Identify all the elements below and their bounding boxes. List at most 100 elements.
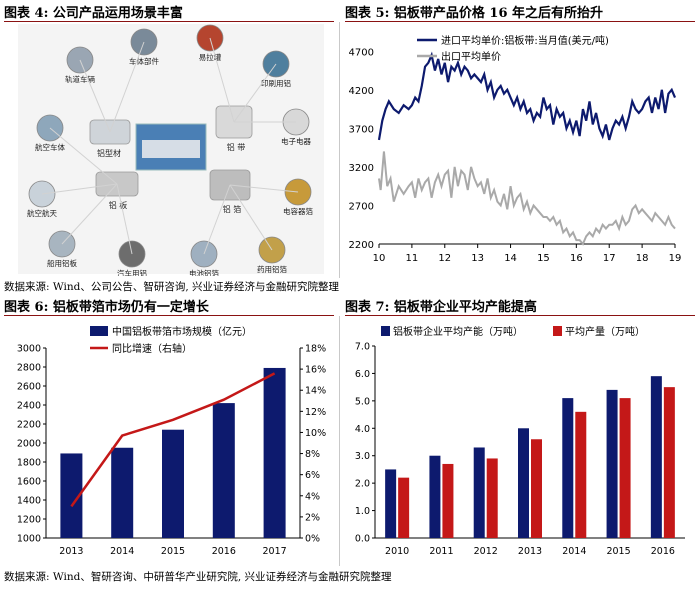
fig4-node-5-label: 航空车体 bbox=[35, 142, 65, 152]
fig4-hub-0-label: 铝型材 bbox=[97, 148, 121, 158]
fig5-y-tick-label: 2700 bbox=[349, 201, 374, 212]
fig5-x-tick-label: 16 bbox=[570, 253, 583, 264]
fig4-node-6-label: 航空航天 bbox=[27, 208, 57, 218]
fig6-y-tick-label: 2800 bbox=[17, 363, 41, 374]
fig4-node-10-label: 电池铝箔 bbox=[189, 268, 219, 276]
fig4-link-1 bbox=[79, 59, 111, 133]
fig5-chart: 2200 2700 3200 3700 4200 4700 10 11 12 13 14 15 16 17… bbox=[345, 24, 695, 276]
fig6-bar bbox=[162, 429, 184, 538]
fig6-y2-tick-label: 2% bbox=[305, 512, 320, 523]
fig7-y-tick-label: 1.0 bbox=[355, 506, 370, 517]
fig7-bar-series-0 bbox=[562, 398, 574, 538]
fig4-link-6 bbox=[41, 183, 118, 195]
fig6-y2-tick-label: 4% bbox=[305, 491, 320, 502]
fig7-y-tick-label: 5.0 bbox=[355, 396, 370, 407]
fig7-y-tick-label: 4.0 bbox=[355, 424, 370, 435]
fig7-bar-series-1 bbox=[663, 387, 675, 538]
fig4-title: 图表 4: 公司产品运用场景丰富 bbox=[4, 6, 183, 21]
fig5-x-tick-label: 10 bbox=[373, 253, 386, 264]
fig4-node-2-label: 印刷用铝 bbox=[261, 78, 291, 88]
fig6-y-tick-label: 1600 bbox=[17, 477, 41, 488]
fig7-bar-series-1 bbox=[619, 398, 631, 538]
fig7-bar-series-1 bbox=[486, 458, 498, 538]
fig4-hub-2-label: 铝 板 bbox=[109, 200, 128, 210]
fig4-title-rule bbox=[4, 21, 334, 22]
fig5-y-tick-label: 3700 bbox=[349, 124, 374, 135]
fig5-x-tick-label: 14 bbox=[504, 253, 517, 264]
top-divider bbox=[339, 22, 340, 278]
fig6-title: 图表 6: 铝板带箔市场仍有一定增长 bbox=[4, 300, 209, 315]
fig7-bar-series-0 bbox=[650, 376, 662, 538]
fig7-x-tick-label: 2011 bbox=[429, 546, 453, 557]
source-note-bottom: 数据来源: Wind、智研咨询、中研普华产业研究院, 兴业证券经济与金融研究院整… bbox=[4, 571, 392, 583]
fig6-y2-tick-label: 14% bbox=[305, 386, 326, 397]
fig5-y-tick-label: 4200 bbox=[349, 86, 374, 97]
fig5-y-tick-label: 2200 bbox=[349, 240, 374, 251]
fig4-link-0 bbox=[109, 41, 145, 133]
fig7-y-tick-label: 2.0 bbox=[355, 479, 370, 490]
fig7-bar-series-0 bbox=[473, 447, 485, 538]
fig7-bar-series-0 bbox=[518, 428, 529, 538]
fig6-y-tick-label: 1000 bbox=[17, 534, 41, 545]
fig7-title: 图表 7: 铝板带企业平均产能提高 bbox=[345, 300, 537, 315]
fig7-x-tick-label: 2010 bbox=[385, 546, 409, 557]
fig5-legend-1-label: 出口平均单价 bbox=[441, 50, 501, 63]
fig6-bar bbox=[111, 447, 134, 538]
fig4-diagram: 铝型材铝 带铝 板铝 箔车体部件 易拉罐 印刷用铝 轨道车辆 电子电器 航空车体 航空航天电… bbox=[4, 24, 334, 278]
fig4-link-10 bbox=[203, 184, 231, 255]
fig7-legend-1-swatch bbox=[553, 326, 562, 336]
fig5-x-tick-label: 12 bbox=[438, 253, 451, 264]
fig4-link-3 bbox=[233, 63, 277, 123]
fig7-title-rule bbox=[345, 315, 695, 316]
fig7-y-tick-label: 3.0 bbox=[355, 451, 370, 462]
fig5-legend-0-label: 进口平均单价:铝板带:当月值(美元/吨) bbox=[441, 34, 609, 47]
fig5-title: 图表 5: 铝板带产品价格 16 年之后有所抬升 bbox=[345, 6, 604, 21]
fig7-x-tick-label: 2013 bbox=[518, 546, 542, 557]
fig7-bar-series-1 bbox=[398, 477, 410, 538]
fig7-x-tick-label: 2016 bbox=[651, 546, 675, 557]
fig4-center-building bbox=[142, 140, 200, 158]
bottom-divider bbox=[339, 316, 340, 566]
fig6-growth-line bbox=[70, 372, 276, 508]
fig4-link-2 bbox=[209, 37, 235, 123]
fig6-y2-tick-label: 16% bbox=[305, 365, 326, 376]
fig6-chart: 1000 1200 1400 1600 1800 2000 2200 2400 2600 2800… bbox=[4, 318, 338, 564]
fig7-bar-series-1 bbox=[575, 411, 587, 538]
fig7-y-tick-label: 7.0 bbox=[355, 342, 370, 353]
fig6-x-tick-label: 2017 bbox=[263, 546, 287, 557]
fig7-svg: 0.0 1.0 2.0 3.0 4.0 5.0 6.0 7.0 2010 2011 2012 2013… bbox=[355, 325, 685, 557]
fig6-y-tick-label: 1400 bbox=[17, 496, 41, 507]
fig5-svg: 2200 2700 3200 3700 4200 4700 10 11 12 13 14 15 16 17… bbox=[349, 34, 682, 264]
fig6-bar bbox=[263, 367, 286, 538]
fig5-x-tick-label: 17 bbox=[603, 253, 616, 264]
fig6-legend-0-swatch bbox=[90, 326, 108, 336]
fig5-series-0-line bbox=[377, 51, 677, 141]
fig5-x-tick-label: 19 bbox=[669, 253, 682, 264]
fig7-bar-series-0 bbox=[606, 389, 618, 538]
fig4-link-5 bbox=[49, 127, 118, 185]
fig7-legend-0-label: 铝板带企业平均产能（万吨） bbox=[393, 325, 523, 338]
fig7-bar-series-0 bbox=[429, 455, 441, 538]
fig4-node-7-label: 电容器箔 bbox=[283, 206, 313, 216]
fig6-y2-tick-label: 8% bbox=[305, 449, 320, 460]
fig7-bar-series-0 bbox=[385, 469, 397, 538]
fig4-node-9-label: 汽车用铝 bbox=[117, 268, 147, 276]
fig7-x-tick-label: 2012 bbox=[474, 546, 498, 557]
fig6-x-tick-label: 2013 bbox=[59, 546, 83, 557]
fig5-x-tick-label: 15 bbox=[537, 253, 550, 264]
fig7-x-tick-label: 2014 bbox=[562, 546, 586, 557]
fig4-hub-1-label: 铝 带 bbox=[227, 142, 246, 152]
fig6-y2-tick-label: 12% bbox=[305, 407, 326, 418]
fig6-y-tick-label: 2400 bbox=[17, 401, 41, 412]
fig5-y-tick-label: 3200 bbox=[349, 163, 374, 174]
fig6-y-tick-label: 3000 bbox=[17, 344, 41, 355]
fig5-y-tick-label: 4700 bbox=[349, 47, 374, 58]
fig4-node-0-label: 车体部件 bbox=[129, 56, 159, 66]
fig7-bar-series-1 bbox=[531, 439, 542, 538]
fig4-link-9 bbox=[229, 184, 299, 193]
fig6-bar bbox=[212, 403, 235, 538]
fig6-y2-tick-label: 0% bbox=[305, 534, 320, 545]
fig6-title-rule bbox=[4, 315, 334, 316]
fig6-bar bbox=[60, 453, 83, 538]
fig6-legend-1-label: 同比增速（右轴） bbox=[112, 342, 192, 355]
